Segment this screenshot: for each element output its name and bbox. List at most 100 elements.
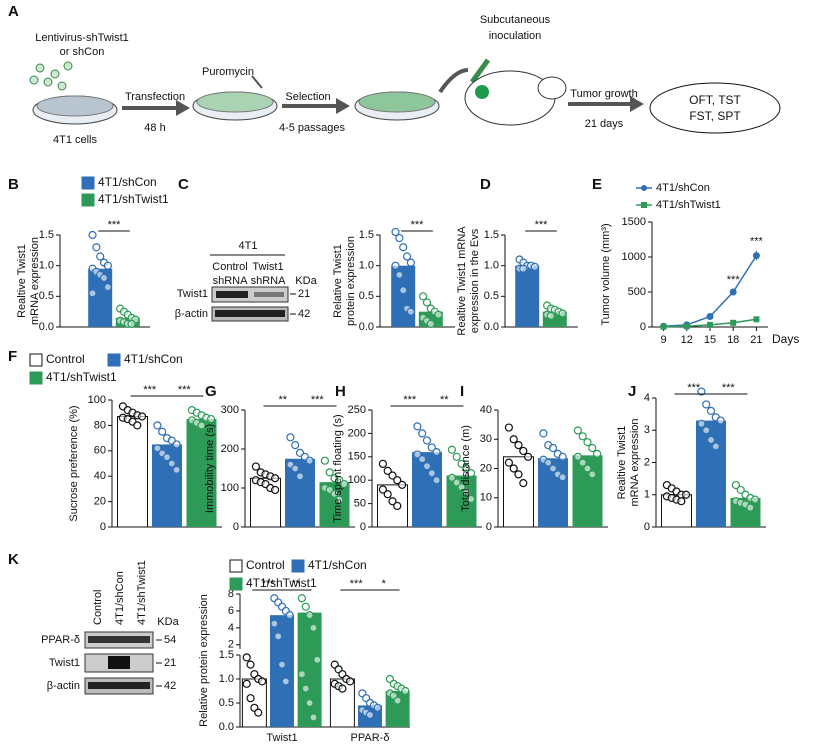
data-point xyxy=(413,422,422,431)
panel-label: D xyxy=(480,176,491,193)
blot-text: Twist1 xyxy=(177,288,208,300)
data-point xyxy=(558,473,567,482)
data-point xyxy=(309,713,318,722)
blot-text: shRNA xyxy=(213,275,249,287)
y-axis-title: Total distance (m) xyxy=(460,425,472,512)
marker xyxy=(753,316,760,323)
data-point xyxy=(295,472,305,481)
blot-text: KDa xyxy=(157,616,179,628)
bar xyxy=(186,419,217,527)
mouse-head xyxy=(537,76,567,100)
arrowhead xyxy=(176,100,190,116)
panel-label: E xyxy=(592,176,602,193)
y-tick-label: 8 xyxy=(228,588,234,600)
data-point xyxy=(447,473,456,482)
legend-label: Control xyxy=(46,352,85,366)
data-point xyxy=(393,501,402,511)
data-point xyxy=(297,670,307,679)
y-tick-label: 50 xyxy=(354,498,366,510)
data-point xyxy=(242,653,251,662)
data-point xyxy=(548,464,558,473)
data-point xyxy=(172,465,181,474)
data-point xyxy=(702,400,711,409)
marker xyxy=(683,323,690,330)
blot-text: 21 xyxy=(164,657,176,669)
data-point xyxy=(270,619,279,628)
data-point xyxy=(167,459,176,468)
y-axis-title: mRNA expression xyxy=(629,418,641,506)
arrowhead xyxy=(630,96,644,112)
data-point xyxy=(393,476,402,485)
y-tick-label: 60 xyxy=(94,445,106,457)
legend-swatch xyxy=(29,353,43,367)
legend-label: 4T1/shCon xyxy=(124,352,183,366)
data-point xyxy=(711,442,720,451)
data-point xyxy=(88,230,97,240)
data-point xyxy=(285,611,294,620)
virus-particles xyxy=(29,61,73,91)
data-point xyxy=(432,448,441,457)
blot-text: Control xyxy=(92,590,104,625)
legend-label: 4T1/shCon xyxy=(98,175,157,189)
data-point xyxy=(103,261,112,270)
panel-label: F xyxy=(8,348,17,365)
data-point xyxy=(340,480,349,489)
data-point xyxy=(291,464,300,473)
legend-label: Control xyxy=(246,558,285,572)
syringe xyxy=(469,58,491,84)
marker xyxy=(730,319,737,326)
data-point xyxy=(330,489,339,498)
blot-strip xyxy=(211,286,289,303)
y-tick-label: 500 xyxy=(628,286,646,298)
x-tick-label: 12 xyxy=(681,334,693,346)
panel-label: H xyxy=(335,383,346,400)
cells xyxy=(358,91,436,113)
y-tick-label: 2 xyxy=(228,639,234,651)
data-point xyxy=(523,452,533,461)
diagram-text: Transfection xyxy=(125,91,185,103)
y-tick-label: 2 xyxy=(644,456,650,468)
y-tick-label: 3 xyxy=(644,424,650,436)
data-point xyxy=(246,660,255,669)
y-axis-title: Realtive Twist1 xyxy=(616,426,628,500)
data-point xyxy=(338,684,347,693)
y-tick-label: 1.0 xyxy=(484,260,499,272)
data-point xyxy=(305,456,314,465)
data-point xyxy=(504,423,513,432)
data-point xyxy=(677,497,686,506)
data-point xyxy=(345,677,355,686)
data-point xyxy=(391,261,400,270)
y-tick-label: 1.5 xyxy=(484,229,499,241)
significance-label: *** xyxy=(687,382,701,394)
data-point xyxy=(406,307,415,316)
data-point xyxy=(378,485,387,494)
data-point xyxy=(271,485,280,495)
tests-box xyxy=(649,82,781,134)
diagram-text: 4T1 cells xyxy=(53,134,98,146)
data-point xyxy=(383,466,392,475)
y-tick-label: 0 xyxy=(100,521,106,533)
panel-label: B xyxy=(8,176,19,193)
data-point xyxy=(573,426,583,435)
y-tick-label: 1.5 xyxy=(39,229,54,241)
annotation: *** xyxy=(750,236,764,248)
panel-label: A xyxy=(8,3,19,20)
significance-label: *** xyxy=(178,384,192,396)
diagram-text: inoculation xyxy=(489,30,542,42)
diagram-text: 4-5 passages xyxy=(279,122,346,134)
legend-label: 4T1/shTwist1 xyxy=(46,370,117,384)
arrow xyxy=(251,75,263,89)
data-point xyxy=(158,427,167,436)
y-tick-label: 0 xyxy=(644,521,650,533)
data-point xyxy=(706,406,716,415)
data-point xyxy=(103,283,112,292)
data-point xyxy=(731,480,741,490)
y-tick-label: 1 xyxy=(644,489,650,501)
diagram-text: Puromycin xyxy=(202,66,254,78)
y-tick-label: 0.5 xyxy=(359,290,374,302)
data-point xyxy=(447,445,456,454)
y-axis-title: Relative Twist1 xyxy=(332,244,344,318)
significance-label: *** xyxy=(108,219,122,231)
data-point xyxy=(301,602,310,611)
